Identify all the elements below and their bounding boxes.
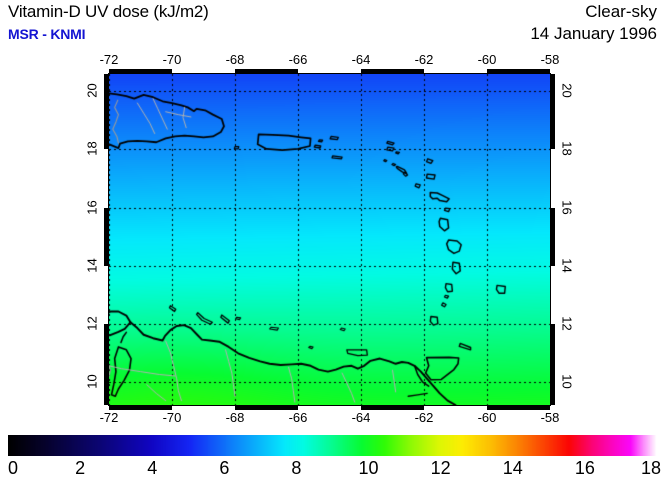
- lon-tick--68-bottom: -68: [225, 410, 245, 425]
- frame-tick-segment: [551, 91, 555, 150]
- frame-tick-segment: [104, 381, 108, 405]
- frame-tick-segment: [551, 207, 555, 266]
- colorbar-tick-10: 10: [358, 458, 379, 478]
- colorbar-tick-4: 4: [147, 458, 158, 478]
- lat-tick-14-right: 14: [559, 257, 575, 273]
- lat-tick-16-right: 16: [559, 199, 575, 215]
- frame-tick-segment: [109, 406, 172, 410]
- frame-tick-segment: [487, 406, 550, 410]
- colorbar-tick-2: 2: [75, 458, 86, 478]
- lon-tick--62-top: -62: [414, 52, 434, 67]
- frame-tick-segment: [104, 74, 108, 92]
- frame-tick-segment: [551, 74, 555, 92]
- data-source-label: MSR - KNMI: [8, 26, 86, 42]
- frame-tick-segment: [361, 69, 424, 73]
- colorbar-tick-14: 14: [502, 458, 523, 478]
- frame-tick-segment: [551, 381, 555, 405]
- lat-tick-16-left: 16: [84, 199, 100, 215]
- lon-tick--60-bottom: -60: [477, 410, 497, 425]
- colorbar: [8, 435, 657, 456]
- map-plot-area: [108, 73, 551, 406]
- page-title: Vitamin-D UV dose (kJ/m2): [8, 2, 209, 21]
- lat-tick-20-right: 20: [559, 83, 575, 99]
- lon-tick--64-bottom: -64: [351, 410, 371, 425]
- lon-tick--66-bottom: -66: [288, 410, 308, 425]
- lon-tick--58-bottom: -58: [540, 410, 560, 425]
- colorbar-tick-12: 12: [430, 458, 451, 478]
- frame-tick-segment: [104, 91, 108, 150]
- colorbar-tick-16: 16: [574, 458, 595, 478]
- uv-dose-heatmap: [109, 74, 550, 405]
- frame-tick-bar: [551, 74, 555, 405]
- frame-tick-segment: [551, 323, 555, 382]
- frame-tick-segment: [487, 69, 550, 73]
- frame-tick-segment: [104, 323, 108, 382]
- frame-tick-segment: [361, 406, 424, 410]
- frame-tick-bar: [104, 74, 108, 405]
- colorbar-gradient: [8, 435, 657, 456]
- colorbar-tick-0: 0: [7, 458, 18, 478]
- sky-condition-label: Clear-sky: [585, 2, 657, 21]
- lon-tick--64-top: -64: [351, 52, 371, 67]
- frame-tick-segment: [235, 406, 298, 410]
- lon-tick--70-top: -70: [162, 52, 182, 67]
- observation-date-label: 14 January 1996: [530, 24, 657, 43]
- lat-tick-12-left: 12: [84, 315, 100, 331]
- colorbar-tick-8: 8: [291, 458, 302, 478]
- frame-tick-segment: [109, 69, 172, 73]
- lon-tick--72-bottom: -72: [99, 410, 119, 425]
- lon-tick--72-top: -72: [99, 52, 119, 67]
- lat-tick-10-right: 10: [559, 374, 575, 389]
- lon-tick--58-top: -58: [540, 52, 560, 67]
- map-frame: [108, 73, 551, 406]
- lat-tick-12-right: 12: [559, 315, 575, 331]
- lon-tick--62-bottom: -62: [414, 410, 434, 425]
- lon-tick--68-top: -68: [225, 52, 245, 67]
- colorbar-tick-6: 6: [219, 458, 230, 478]
- frame-tick-bar: [109, 406, 550, 410]
- lat-tick-10-left: 10: [84, 374, 100, 389]
- frame-tick-segment: [104, 207, 108, 266]
- lat-tick-18-left: 18: [84, 141, 100, 157]
- frame-tick-segment: [235, 69, 298, 73]
- lon-tick--66-top: -66: [288, 52, 308, 67]
- frame-tick-bar: [109, 69, 550, 73]
- lon-tick--70-bottom: -70: [162, 410, 182, 425]
- colorbar-tick-18: 18: [640, 458, 662, 478]
- lat-tick-20-left: 20: [84, 83, 100, 99]
- lat-tick-14-left: 14: [84, 257, 100, 273]
- lat-tick-18-right: 18: [559, 141, 575, 157]
- lon-tick--60-top: -60: [477, 52, 497, 67]
